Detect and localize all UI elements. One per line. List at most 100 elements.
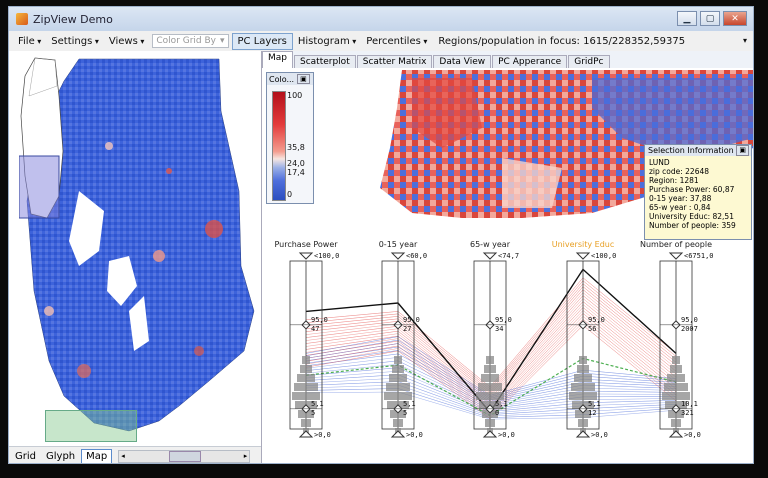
tab-scatterplot[interactable]: Scatterplot (294, 55, 356, 68)
pc-histogram-bar (297, 374, 315, 382)
tab-scatter-matrix[interactable]: Scatter Matrix (356, 55, 433, 68)
pc-label-upper2: 56 (588, 325, 596, 333)
pc-histogram-bar (484, 365, 496, 373)
pc-histogram-bar (390, 410, 406, 418)
pc-label-lower: 5,1 (403, 400, 416, 408)
color-scale-bar (272, 91, 286, 201)
pc-histogram-bar (575, 410, 591, 418)
menu-histogram[interactable]: Histogram (293, 34, 361, 49)
tab-map[interactable]: Map (81, 448, 113, 463)
scroll-thumb[interactable] (169, 450, 202, 462)
menu-bar: File Settings Views Color Grid By ▾ PC La… (9, 31, 753, 52)
pc-histogram-bar (481, 374, 499, 382)
overflow-icon[interactable]: ▾ (742, 36, 747, 45)
pc-label-bottom: >0,0 (684, 431, 701, 439)
region-map[interactable]: Colo... ▣ 100 35,8 24,0 17,4 0 Selection… (262, 68, 753, 240)
pc-label-upper2: 27 (403, 325, 411, 333)
pc-axis-title: 65-w year (470, 240, 511, 249)
pc-histogram-bar (384, 392, 412, 400)
pc-top-handle (575, 252, 591, 260)
selection-line: LUND (649, 158, 670, 167)
pc-label-upper: 95,0 (495, 316, 512, 324)
pc-histogram-bar (301, 419, 311, 427)
horizontal-scrollbar[interactable]: ◂ ▸ (118, 449, 251, 463)
pc-label-upper: 95,0 (681, 316, 698, 324)
tab-glyph[interactable]: Glyph (46, 450, 76, 462)
app-icon (16, 13, 28, 25)
menu-file[interactable]: File (13, 34, 46, 49)
pc-label-lower: 5,1 (311, 400, 324, 408)
pc-label-lower2: 321 (681, 409, 694, 417)
focus-region-box[interactable] (45, 410, 137, 442)
parallel-coordinates-plot[interactable]: Purchase Power <100,0 95,0 47 5,1 5 >0,0 0-15 y… (262, 237, 753, 464)
selection-line: 65-w year : 0,84 (649, 203, 711, 212)
pc-label-upper2: 47 (311, 325, 319, 333)
selection-line: zip code: 22648 (649, 167, 710, 176)
pc-label-lower: 5,1 (495, 400, 508, 408)
scroll-left-icon[interactable]: ◂ (121, 452, 125, 460)
pc-histogram-bar (302, 356, 310, 364)
pc-histogram-bar (569, 392, 597, 400)
pc-histogram-bar (486, 356, 494, 364)
color-legend[interactable]: Colo... ▣ 100 35,8 24,0 17,4 0 (266, 72, 314, 204)
tab-map-view[interactable]: Map (262, 51, 293, 68)
tab-grid[interactable]: Grid (15, 450, 36, 462)
sweden-map[interactable] (9, 51, 261, 447)
window-title: ZipView Demo (33, 12, 113, 26)
color-grid-value: Color Grid By (156, 36, 216, 46)
pc-label-lower: 10,1 (681, 400, 698, 408)
selection-line: 0-15 year: 37,88 (649, 194, 712, 203)
close-icon[interactable]: ▣ (736, 145, 749, 156)
pc-histogram-bar (389, 374, 407, 382)
pc-histogram-bar (668, 410, 684, 418)
pc-histogram-bar (393, 419, 403, 427)
pc-histogram-bar (386, 383, 410, 391)
pc-label-top: <100,0 (314, 252, 339, 260)
close-icon[interactable]: ▣ (297, 74, 310, 84)
pc-label-lower2: 5 (403, 409, 407, 417)
pc-histogram-bar (478, 383, 502, 391)
minimize-button[interactable]: ▁ (677, 11, 697, 26)
pc-histogram-bar (577, 365, 589, 373)
selection-line: Number of people: 359 (649, 221, 736, 230)
pc-histogram-bar (574, 374, 592, 382)
scroll-right-icon[interactable]: ▸ (243, 452, 248, 460)
pc-layers-button[interactable]: PC Layers (231, 32, 293, 50)
tab-pc-apperance[interactable]: PC Apperance (492, 55, 568, 68)
view-tabs: Map Scatterplot Scatter Matrix Data View… (262, 51, 753, 69)
pc-label-upper: 95,0 (403, 316, 420, 324)
pc-top-handle (390, 252, 406, 260)
color-grid-combo[interactable]: Color Grid By ▾ (152, 34, 229, 48)
pc-histogram-bar (664, 383, 688, 391)
selection-info-header: Selection Information ▣ (645, 145, 751, 156)
pc-axis-title: University Educ (552, 240, 615, 249)
pc-bottom-handle (668, 430, 684, 438)
pc-axis-title: 0-15 year (379, 240, 418, 249)
pc-histogram-bar (571, 383, 595, 391)
maximize-button[interactable]: ▢ (700, 11, 720, 26)
menu-settings[interactable]: Settings (46, 34, 104, 49)
pc-bottom-handle (575, 430, 591, 438)
overview-map[interactable] (19, 56, 65, 221)
pc-label-bottom: >0,0 (498, 431, 515, 439)
menu-views[interactable]: Views (104, 34, 150, 49)
pc-histogram-bar (394, 356, 402, 364)
tab-gridpc[interactable]: GridPc (568, 55, 610, 68)
pc-axis-title: Number of people (640, 240, 712, 249)
close-button[interactable]: ✕ (723, 11, 747, 26)
title-bar: ZipView Demo ▁ ▢ ✕ (9, 7, 753, 31)
pc-histogram-bar (672, 356, 680, 364)
pc-histogram-bar (300, 365, 312, 373)
pc-histogram-bar (392, 365, 404, 373)
tab-data-view[interactable]: Data View (433, 55, 492, 68)
pc-label-top: <100,0 (591, 252, 616, 260)
selection-line: Purchase Power: 60,87 (649, 185, 735, 194)
color-legend-header: Colo... ▣ (267, 73, 313, 85)
pc-histogram-bar (578, 419, 588, 427)
pc-label-top: <6751,0 (684, 252, 714, 260)
pc-histogram-bar (482, 410, 498, 418)
color-legend-title: Colo... (269, 74, 295, 84)
pc-histogram-bar (292, 392, 320, 400)
menu-percentiles[interactable]: Percentiles (361, 34, 432, 49)
